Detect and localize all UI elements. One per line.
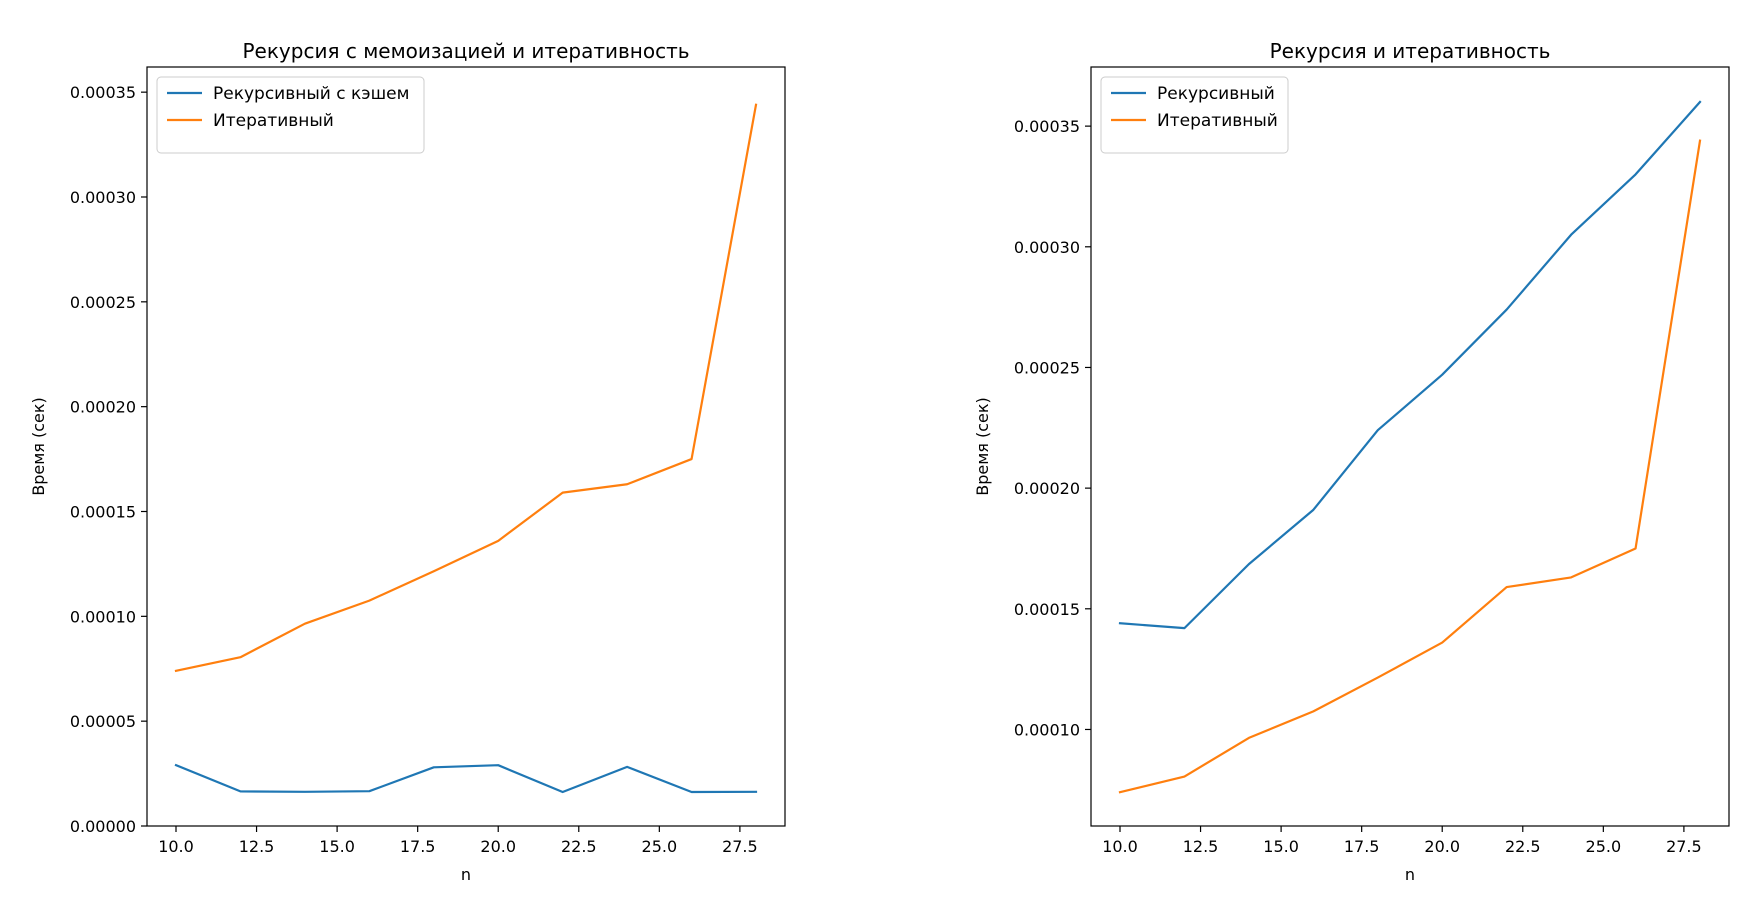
plot-frame — [146, 66, 786, 827]
y-axis-label: Время (сек) — [973, 397, 992, 496]
chart-title: Рекурсия с мемоизацией и итеративность — [242, 39, 689, 63]
series-line-2 — [174, 103, 758, 673]
x-axis-label: n — [461, 865, 471, 884]
y-tick-label: 0.00020 — [1014, 479, 1080, 498]
x-tick-label: 27.5 — [722, 837, 758, 856]
chart-title: Рекурсия и итеративность — [1270, 39, 1551, 63]
chart-1: Рекурсия с мемоизацией и итеративность 10… — [29, 39, 786, 884]
x-tick-label: 12.5 — [239, 837, 275, 856]
x-tick-label: 20.0 — [480, 837, 516, 856]
y-tick-label: 0.00025 — [1014, 358, 1080, 377]
series-line-2 — [1118, 139, 1702, 794]
x-tick-label: 22.5 — [561, 837, 597, 856]
legend-box — [1100, 76, 1289, 154]
y-tick-label: 0.00015 — [1014, 600, 1080, 619]
x-tick-label: 15.0 — [319, 837, 355, 856]
y-tick-label: 0.00020 — [70, 398, 136, 417]
y-tick-label: 0.00010 — [1014, 720, 1080, 739]
x-tick-label: 12.5 — [1183, 837, 1219, 856]
y-tick-label: 0.00030 — [1014, 238, 1080, 257]
x-tick-label: 10.0 — [1102, 837, 1138, 856]
legend: Рекурсивный с кэшем Итеративный — [156, 76, 425, 154]
x-tick-label: 17.5 — [1344, 837, 1380, 856]
y-tick-label: 0.00005 — [70, 712, 136, 731]
x-axis-label: n — [1405, 865, 1415, 884]
x-tick-label: 25.0 — [1586, 837, 1622, 856]
y-tick-label: 0.00000 — [70, 817, 136, 836]
x-tick-label: 20.0 — [1424, 837, 1460, 856]
x-tick-label: 27.5 — [1666, 837, 1702, 856]
x-tick-label: 15.0 — [1263, 837, 1299, 856]
y-axis-label: Время (сек) — [29, 397, 48, 496]
y-tick-label: 0.00010 — [70, 607, 136, 626]
y-tick-label: 0.00025 — [70, 293, 136, 312]
y-tick-label: 0.00030 — [70, 188, 136, 207]
legend: Рекурсивный Итеративный — [1100, 76, 1289, 154]
legend-box — [156, 76, 425, 154]
x-tick-label: 10.0 — [158, 837, 194, 856]
x-tick-label: 25.0 — [642, 837, 678, 856]
legend-label: Итеративный — [213, 111, 334, 131]
chart-2: Рекурсия и итеративность 10.0 12.5 15.0 17.5… — [973, 39, 1730, 884]
y-tick-label: 0.00015 — [70, 502, 136, 521]
y-tick-label: 0.00035 — [70, 83, 136, 102]
legend-label: Рекурсивный с кэшем — [213, 84, 409, 104]
series-line-1 — [1118, 100, 1702, 630]
legend-label: Итеративный — [1157, 111, 1278, 131]
y-tick-label: 0.00035 — [1014, 117, 1080, 136]
series-line-1 — [174, 763, 758, 794]
x-tick-label: 22.5 — [1505, 837, 1541, 856]
legend-label: Рекурсивный — [1157, 84, 1275, 104]
x-tick-label: 17.5 — [400, 837, 436, 856]
plot-frame — [1090, 66, 1730, 827]
